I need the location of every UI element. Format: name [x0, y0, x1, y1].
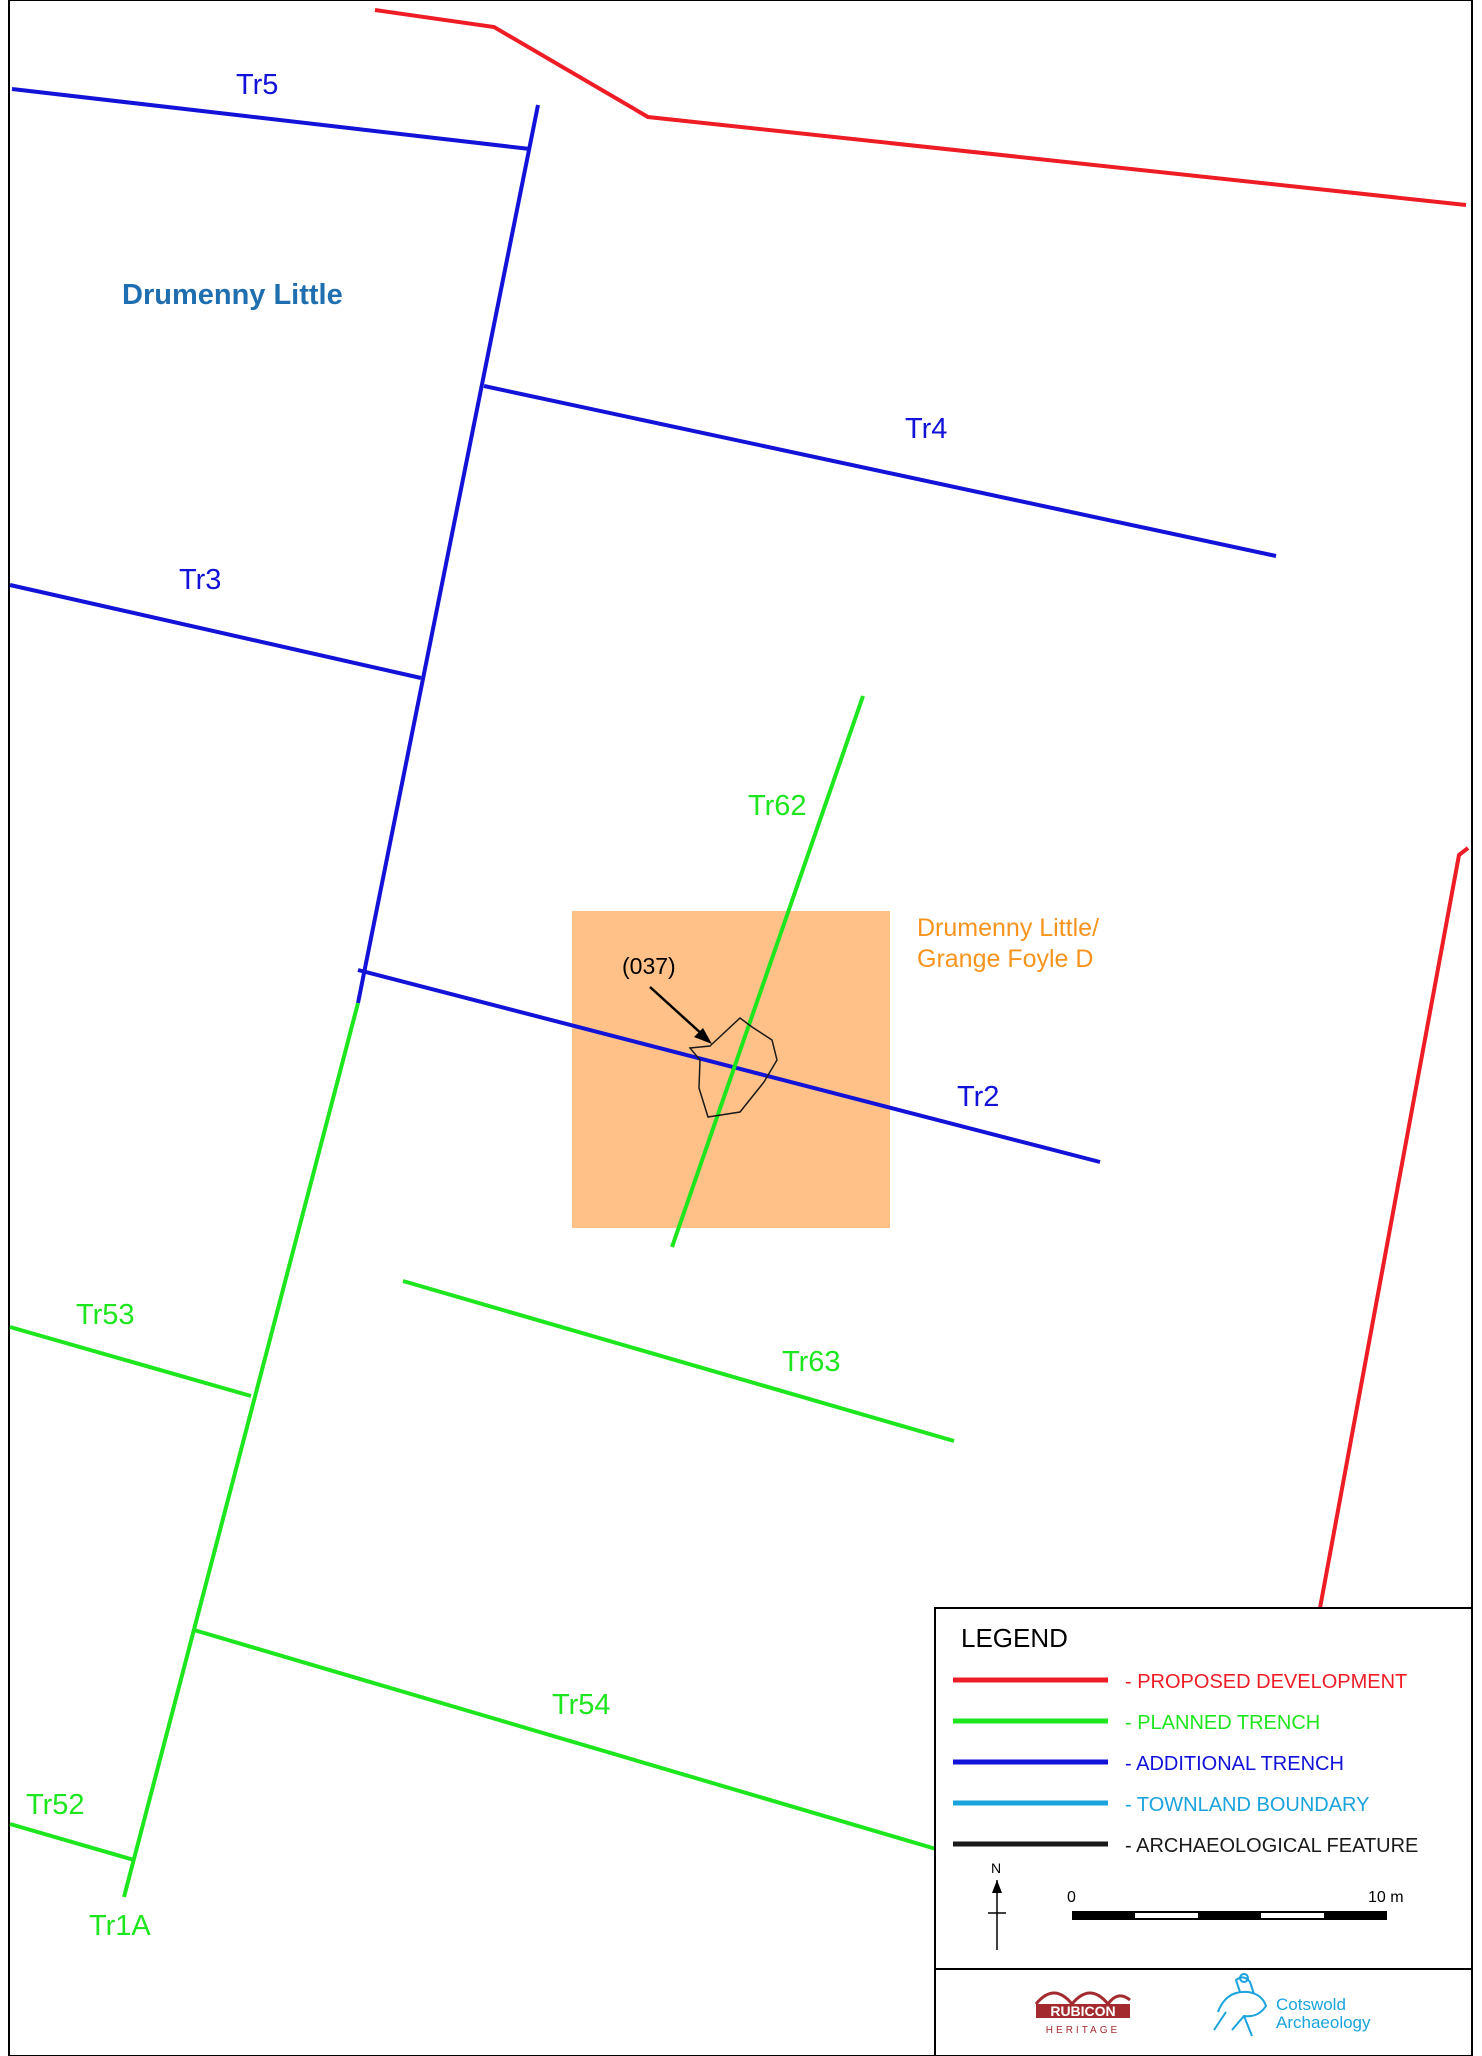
trench-tr53 — [9, 1325, 252, 1398]
proposed-development-line-north — [374, 8, 1467, 207]
trench-tr54 — [193, 1628, 937, 1851]
cotswold-archaeology-logo: Cotswold Archaeology — [1213, 1973, 1371, 2037]
trench-label-tr63: Tr63 — [782, 1346, 841, 1378]
trench-tr2 — [357, 968, 1101, 1164]
rubicon-logo-text: RUBICON — [1050, 2003, 1115, 2019]
feature-pointer-arrow — [649, 986, 705, 1037]
legend-panel: LEGEND - PROPOSED DEVELOPMENT - PLANNED … — [934, 1607, 1473, 2056]
cotswold-logo-subtext: Archaeology — [1276, 2013, 1371, 2032]
trench-label-tr53: Tr53 — [76, 1299, 135, 1331]
trench-tr63 — [402, 1279, 955, 1443]
trench-label-tr2: Tr2 — [957, 1081, 999, 1113]
trench-label-tr62: Tr62 — [748, 790, 807, 822]
trench-label-tr4: Tr4 — [905, 413, 947, 445]
trench-main-additional — [356, 104, 540, 1004]
trench-label-tr54: Tr54 — [552, 1689, 611, 1721]
excavation-area — [572, 911, 890, 1228]
trench-label-tr52: Tr52 — [26, 1789, 85, 1821]
site-label-line1: Drumenny Little/ — [917, 914, 1099, 942]
legend-label-proposed: - PROPOSED DEVELOPMENT — [1125, 1671, 1407, 1693]
scale-bar — [1072, 1911, 1387, 1920]
legend-title: LEGEND — [961, 1623, 1068, 1653]
legend-label-planned: - PLANNED TRENCH — [1125, 1712, 1320, 1734]
trench-tr52 — [9, 1822, 135, 1862]
trench-tr5 — [11, 87, 531, 151]
site-label-line2: Grange Foyle D — [917, 945, 1093, 973]
trench-main-planned — [122, 1002, 360, 1898]
trench-label-tr3: Tr3 — [179, 564, 221, 596]
trench-tr3 — [9, 583, 422, 680]
townland-name-label: Drumenny Little — [122, 279, 343, 311]
rubicon-heritage-logo: RUBICON HERITAGE — [1034, 1991, 1131, 2036]
cotswold-logo-text: Cotswold — [1276, 1995, 1346, 2014]
proposed-development-line-east — [1318, 846, 1470, 1609]
north-label: N — [991, 1860, 1001, 1876]
rubicon-logo-subtext: HERITAGE — [1046, 2025, 1120, 2036]
legend-label-feature: - ARCHAEOLOGICAL FEATURE — [1125, 1835, 1418, 1857]
horse-rider-icon — [1213, 1973, 1268, 2037]
scale-start-label: 0 — [1067, 1889, 1076, 1906]
legend-label-townland: - TOWNLAND BOUNDARY — [1125, 1794, 1369, 1816]
legend-label-additional: - ADDITIONAL TRENCH — [1125, 1753, 1344, 1775]
north-arrow-icon — [988, 1880, 1006, 1950]
archaeological-feature-037 — [688, 1017, 778, 1118]
feature-label-037: (037) — [622, 953, 676, 979]
scale-end-label: 10 m — [1368, 1889, 1404, 1906]
feature-pointer-arrowhead — [694, 1028, 712, 1044]
trench-label-tr1a: Tr1A — [89, 1910, 151, 1942]
trench-tr4 — [483, 384, 1277, 558]
trench-label-tr5: Tr5 — [236, 69, 278, 101]
trench-tr62 — [670, 695, 865, 1248]
legend-box — [934, 1607, 1473, 2056]
